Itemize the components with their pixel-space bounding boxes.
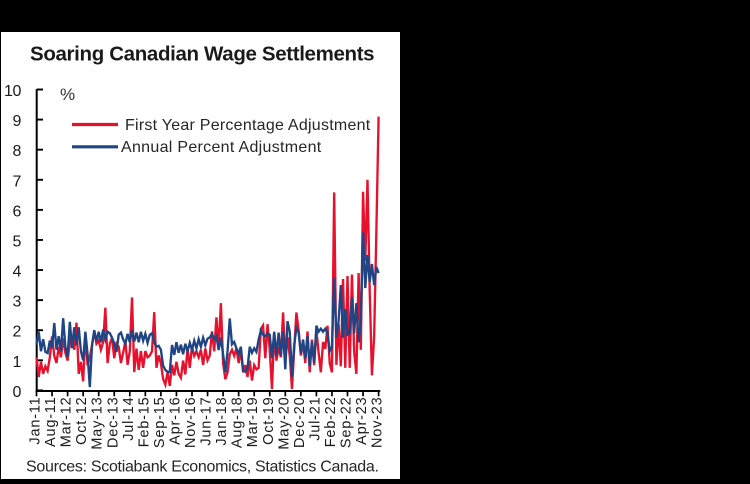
- svg-text:Jan-11: Jan-11: [28, 397, 44, 445]
- svg-text:Oct-19: Oct-19: [261, 397, 277, 445]
- svg-text:Feb-22: Feb-22: [323, 397, 339, 448]
- svg-text:3: 3: [13, 294, 22, 311]
- svg-text:Sep-15: Sep-15: [152, 397, 168, 449]
- svg-text:Feb-15: Feb-15: [136, 397, 152, 448]
- svg-text:Nov-16: Nov-16: [183, 397, 199, 449]
- svg-text:Dec-13: Dec-13: [105, 397, 121, 449]
- svg-text:Jan-18: Jan-18: [214, 397, 230, 446]
- svg-text:5: 5: [13, 233, 22, 250]
- svg-text:Jul-21: Jul-21: [307, 397, 323, 441]
- svg-text:%: %: [60, 85, 75, 104]
- svg-text:2: 2: [13, 324, 22, 341]
- svg-text:First Year Percentage Adjustme: First Year Percentage Adjustment: [125, 117, 371, 134]
- svg-text:Dec-20: Dec-20: [292, 397, 308, 449]
- svg-text:Apr-16: Apr-16: [167, 397, 183, 445]
- svg-text:6: 6: [13, 203, 22, 220]
- svg-text:Aug-18: Aug-18: [230, 397, 246, 449]
- svg-text:7: 7: [13, 173, 22, 190]
- svg-text:May-13: May-13: [90, 397, 106, 450]
- svg-text:Mar-19: Mar-19: [245, 397, 261, 448]
- svg-text:Soaring Canadian Wage Settleme: Soaring Canadian Wage Settlements: [30, 43, 374, 66]
- svg-text:Nov-23: Nov-23: [370, 397, 386, 449]
- svg-text:0: 0: [13, 384, 22, 401]
- svg-text:8: 8: [13, 143, 22, 160]
- svg-text:1: 1: [13, 354, 22, 371]
- svg-text:Mar-12: Mar-12: [59, 397, 75, 448]
- svg-text:4: 4: [13, 264, 22, 281]
- svg-text:Oct-12: Oct-12: [74, 397, 90, 445]
- svg-text:Sep-22: Sep-22: [339, 397, 355, 449]
- svg-text:10: 10: [4, 83, 21, 100]
- svg-text:Sources: Scotiabank Economics,: Sources: Scotiabank Economics, Statistic…: [26, 459, 379, 476]
- svg-text:Jul-14: Jul-14: [121, 397, 137, 441]
- svg-text:Annual Percent Adjustment: Annual Percent Adjustment: [121, 139, 322, 156]
- svg-text:Aug-11: Aug-11: [43, 397, 59, 447]
- svg-text:9: 9: [13, 113, 22, 130]
- svg-text:Jun-17: Jun-17: [199, 397, 215, 446]
- svg-text:Apr-23: Apr-23: [354, 397, 370, 445]
- svg-text:May-20: May-20: [276, 397, 292, 450]
